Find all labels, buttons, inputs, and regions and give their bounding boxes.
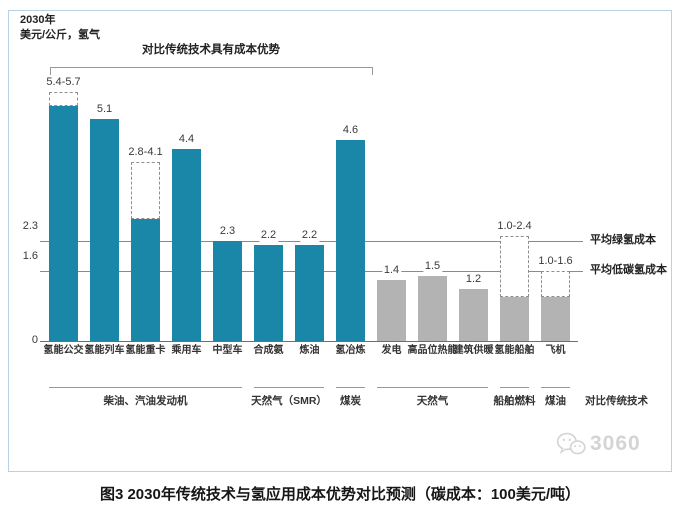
group-label: 天然气 bbox=[416, 395, 449, 407]
group-underline bbox=[49, 387, 242, 388]
bracket-line bbox=[50, 67, 372, 68]
category-label: 飞机 bbox=[545, 345, 566, 356]
category-label: 合成氨 bbox=[253, 345, 284, 356]
bar bbox=[500, 297, 529, 341]
bar bbox=[90, 118, 119, 341]
bar-value-label: 5.4-5.7 bbox=[44, 76, 83, 90]
group-underline bbox=[377, 387, 488, 388]
category-label: 氢冶炼 bbox=[335, 345, 366, 356]
figure-caption: 图3 2030年传统技术与氢应用成本优势对比预测（碳成本：100美元/吨） bbox=[99, 486, 581, 503]
category-label: 氢能公交 bbox=[43, 345, 84, 356]
chart-header: 2030年 美元/公斤，氢气 bbox=[20, 13, 100, 43]
category-label: 氢能重卡 bbox=[125, 345, 166, 356]
category-label: 氢能船舶 bbox=[494, 345, 535, 356]
category-label: 中型车 bbox=[212, 345, 243, 356]
bar bbox=[541, 297, 570, 341]
group-label: 天然气（SMR） bbox=[251, 395, 327, 407]
group-underline bbox=[254, 387, 324, 388]
bracket-label: 对比传统技术具有成本优势 bbox=[142, 44, 280, 56]
group-underline bbox=[500, 387, 529, 388]
bracket-tick-left bbox=[50, 67, 51, 75]
group-row-label: 对比传统技术 bbox=[585, 395, 648, 407]
group-label: 柴油、汽油发动机 bbox=[103, 395, 188, 407]
category-label: 高品位热能 bbox=[407, 345, 458, 356]
watermark: 3060 bbox=[556, 431, 641, 457]
y-tick-label: 2.3 bbox=[22, 219, 38, 232]
bar bbox=[172, 149, 201, 341]
bar-value-label: 2.2 bbox=[299, 229, 320, 243]
bar bbox=[254, 245, 283, 341]
bar-value-label: 1.4 bbox=[381, 263, 402, 277]
bar bbox=[213, 240, 242, 341]
wechat-icon bbox=[556, 431, 586, 457]
category-label: 乘用车 bbox=[171, 345, 202, 356]
group-label: 船舶燃料 bbox=[493, 395, 536, 407]
bar-value-label: 2.2 bbox=[258, 229, 279, 243]
bar-value-label: 4.4 bbox=[176, 133, 197, 147]
group-label: 煤油 bbox=[545, 395, 566, 407]
bar bbox=[418, 275, 447, 341]
bar-value-label: 1.0-1.6 bbox=[536, 255, 575, 269]
chart-header-year: 2030年 bbox=[20, 14, 56, 26]
bar-value-label: 4.6 bbox=[340, 124, 361, 138]
bar-value-label: 2.8-4.1 bbox=[126, 146, 165, 160]
group-underline bbox=[541, 387, 570, 388]
bar-range-box bbox=[541, 271, 570, 298]
bracket-tick-right bbox=[372, 67, 373, 75]
bar-range-box bbox=[500, 236, 529, 298]
bar bbox=[336, 140, 365, 341]
chart-header-unit: 美元/公斤，氢气 bbox=[20, 29, 101, 41]
watermark-text: 3060 bbox=[590, 432, 641, 455]
category-label: 发电 bbox=[381, 345, 402, 356]
bar-range-box bbox=[49, 92, 78, 106]
category-label: 建筑供暖 bbox=[453, 345, 494, 356]
y-tick-label: 0 bbox=[31, 334, 38, 346]
bar bbox=[459, 288, 488, 341]
bar bbox=[295, 245, 324, 341]
bar-value-label: 5.1 bbox=[94, 102, 115, 116]
bar-value-label: 1.0-2.4 bbox=[495, 220, 534, 234]
reference-line-label: 平均低碳氢成本 bbox=[590, 264, 667, 277]
bar bbox=[131, 218, 160, 341]
bar-range-box bbox=[131, 162, 160, 219]
bar-value-label: 1.2 bbox=[463, 272, 484, 286]
category-label: 氢能列车 bbox=[84, 345, 125, 356]
bar-value-label: 2.3 bbox=[217, 224, 238, 238]
bar-value-label: 1.5 bbox=[422, 259, 443, 273]
x-axis-baseline bbox=[40, 341, 578, 342]
group-underline bbox=[336, 387, 365, 388]
bar bbox=[377, 279, 406, 341]
bar bbox=[49, 105, 78, 341]
reference-line-label: 平均绿氢成本 bbox=[590, 233, 656, 246]
group-label: 煤炭 bbox=[340, 395, 361, 407]
category-label: 炼油 bbox=[299, 345, 320, 356]
y-tick-label: 1.6 bbox=[22, 250, 38, 263]
